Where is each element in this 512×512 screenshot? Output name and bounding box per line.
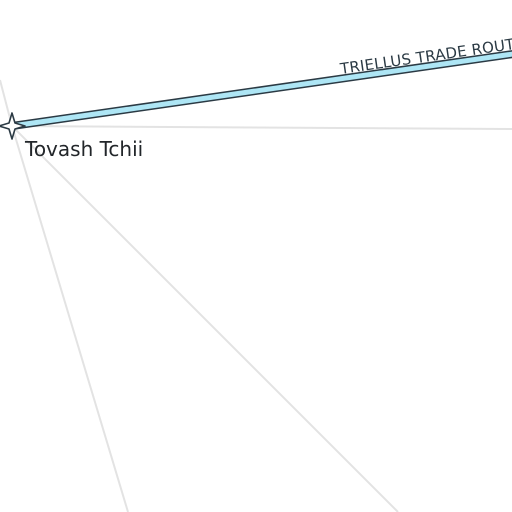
four-point-star-icon[interactable]: [0, 112, 26, 140]
hyperlane[interactable]: [11, 125, 399, 512]
hyperlanes: [0, 79, 512, 512]
system-name-label[interactable]: Tovash Tchii: [24, 137, 143, 161]
hyperlane[interactable]: [11, 125, 129, 512]
hyperlane[interactable]: [11, 125, 512, 130]
star-system[interactable]: Tovash Tchii: [0, 112, 143, 161]
trade-route-fill: [11, 51, 512, 129]
trade-route[interactable]: TRIELLUS TRADE ROUTE: [11, 34, 512, 130]
trade-route-label: TRIELLUS TRADE ROUTE: [338, 34, 512, 78]
